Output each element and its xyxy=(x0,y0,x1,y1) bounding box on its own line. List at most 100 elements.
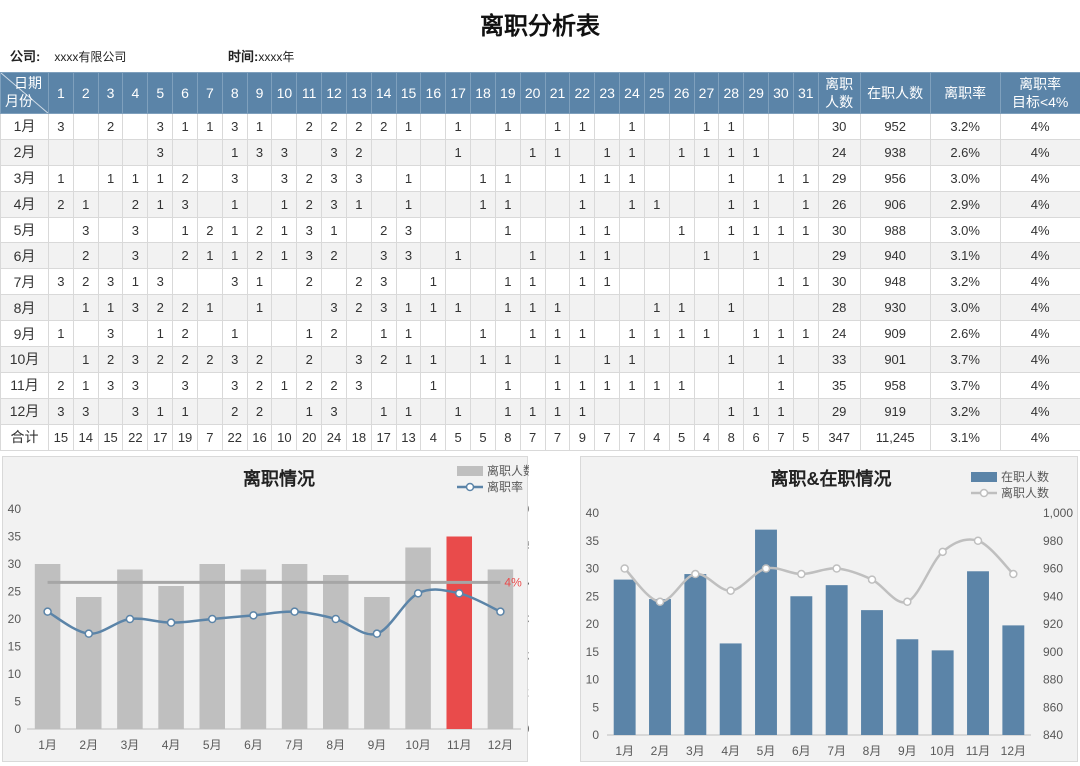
day-cell xyxy=(321,346,347,373)
day-cell: 1 xyxy=(792,164,819,192)
day-cell xyxy=(693,397,720,425)
day-cell xyxy=(768,242,794,270)
line-point-9 xyxy=(372,629,382,638)
day-cell xyxy=(792,371,819,399)
day-cell: 1 xyxy=(97,294,124,322)
day-cell: 1 xyxy=(494,346,521,373)
day-cell xyxy=(420,397,447,425)
day-header: 30 xyxy=(768,72,794,114)
day-cell: 2 xyxy=(370,216,397,244)
line-point-2 xyxy=(84,629,93,638)
day-cell: 1 xyxy=(221,320,248,348)
day-cell: 3 xyxy=(221,268,248,296)
day-cell: 1 xyxy=(172,216,198,244)
day-cell: 3 xyxy=(321,397,347,425)
day-header: 27 xyxy=(693,72,720,114)
day-cell: 3 xyxy=(221,113,248,140)
corner-month-label: 月份 xyxy=(5,93,33,109)
day-cell: 2 xyxy=(72,242,99,270)
day-cell: 9 xyxy=(569,423,596,451)
day-header: 12 xyxy=(321,72,347,114)
bar-5 xyxy=(199,564,226,729)
employed-cell: 958 xyxy=(859,371,931,399)
table-row: 12月 3 3 3 1 1 2 2 1 3 1 1 1 1 1 1 1 1 1 1 29 919 3.2% 4% xyxy=(0,397,1080,425)
day-cell xyxy=(643,216,670,244)
bar-9 xyxy=(364,597,390,729)
employed-cell: 919 xyxy=(859,397,931,425)
corner-date-label: 日期 xyxy=(14,75,42,91)
employed-cell: 906 xyxy=(859,190,931,218)
bar-12 xyxy=(487,569,514,729)
day-cell: 1 xyxy=(147,190,174,218)
day-cell: 1 xyxy=(296,320,323,348)
x-tick-label: 8月 xyxy=(326,738,345,752)
line-point-6 xyxy=(797,569,806,579)
x-tick-label: 4月 xyxy=(162,738,181,752)
day-cell: 1 xyxy=(792,190,819,218)
bar-4 xyxy=(158,586,184,729)
day-cell: 1 xyxy=(544,346,571,373)
day-cell xyxy=(296,294,323,322)
target-cell: 4% xyxy=(999,216,1080,244)
day-cell xyxy=(122,138,149,166)
day-cell xyxy=(271,294,298,322)
day-cell: 1 xyxy=(544,294,571,322)
day-cell xyxy=(196,371,223,399)
day-cell: 5 xyxy=(792,423,819,451)
day-cell xyxy=(370,190,397,218)
rate-cell: 2.9% xyxy=(929,190,1001,218)
day-cell: 1 xyxy=(296,397,323,425)
chart-title: 离职情况 xyxy=(243,468,315,489)
y-left-tick-label: 40 xyxy=(8,502,22,516)
day-cell xyxy=(619,294,645,322)
day-cell xyxy=(470,268,496,296)
day-cell xyxy=(370,164,397,192)
day-cell xyxy=(569,138,596,166)
target-cell: 4% xyxy=(999,113,1080,140)
target-cell: 4% xyxy=(999,294,1080,322)
legend-label: 在职人数 xyxy=(1001,469,1049,484)
day-cell xyxy=(370,138,397,166)
day-cell: 1 xyxy=(718,113,745,140)
employed-cell: 938 xyxy=(859,138,931,166)
day-cell: 3 xyxy=(48,113,74,140)
bar-3 xyxy=(684,574,707,735)
day-header: 14 xyxy=(370,72,397,114)
day-cell: 2 xyxy=(172,164,198,192)
y-right-tick-label: 3% xyxy=(528,612,529,626)
day-cell xyxy=(48,138,74,166)
day-cell: 8 xyxy=(718,423,745,451)
line-point-10 xyxy=(413,589,423,598)
target-cell: 4% xyxy=(999,190,1080,218)
day-cell xyxy=(544,216,571,244)
day-cell xyxy=(668,346,695,373)
day-cell: 2 xyxy=(370,113,397,140)
day-cell xyxy=(72,138,99,166)
day-cell: 1 xyxy=(544,397,571,425)
day-cell xyxy=(246,320,273,348)
day-cell: 1 xyxy=(768,397,794,425)
bar-9 xyxy=(896,639,919,735)
day-cell: 17 xyxy=(370,423,397,451)
bar-3 xyxy=(117,569,143,729)
day-header: 2 xyxy=(72,72,99,114)
day-cell: 3 xyxy=(122,397,149,425)
target-header-line2: 目标<4% xyxy=(1011,94,1069,110)
day-cell: 16 xyxy=(246,423,273,451)
day-cell: 1 xyxy=(569,190,596,218)
day-cell xyxy=(420,320,447,348)
rate-header: 离职率 xyxy=(929,72,1001,114)
legend-line-marker xyxy=(465,482,475,492)
employed-cell: 952 xyxy=(859,113,931,140)
day-cell: 1 xyxy=(643,320,670,348)
day-cell xyxy=(445,346,472,373)
day-cell: 7 xyxy=(768,423,794,451)
bar-2 xyxy=(75,597,102,729)
day-cell xyxy=(792,397,819,425)
day-cell: 1 xyxy=(395,320,422,348)
day-header: 25 xyxy=(643,72,670,114)
day-cell: 1 xyxy=(395,113,422,140)
day-cell xyxy=(72,113,99,140)
day-cell xyxy=(519,113,546,140)
x-tick-label: 3月 xyxy=(686,744,705,758)
